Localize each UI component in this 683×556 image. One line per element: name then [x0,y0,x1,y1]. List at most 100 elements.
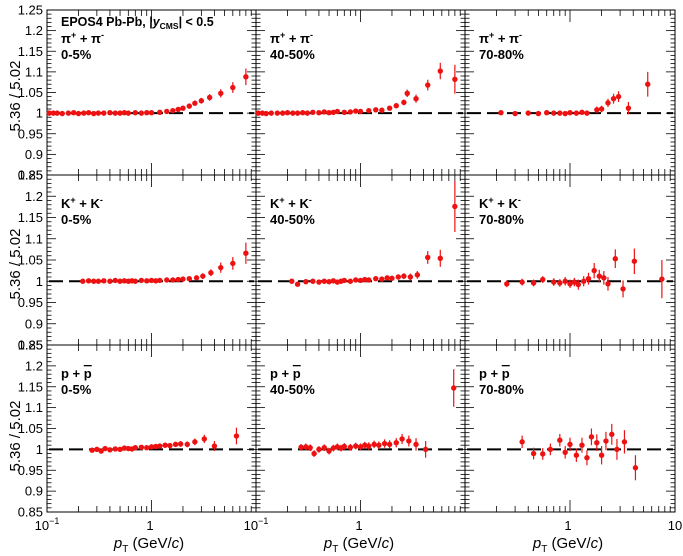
data-point [268,110,274,116]
data-point [138,277,145,284]
data-point [373,276,379,282]
y-tick-label: 0.95 [18,126,43,141]
x-axis-sub: T [122,544,128,555]
data-point [557,110,563,116]
data-point [584,110,590,116]
x-axis-unit: (GeV/ [128,535,172,552]
species-antiparticle: p [84,366,92,381]
species-mid: + K [76,196,101,211]
species-label: π+ + π- [61,30,104,46]
x-axis-sub: T [332,544,338,555]
data-point [614,446,620,453]
data-point [519,279,525,285]
data-point [620,286,626,292]
species-main: K [479,196,489,211]
data-point [148,444,155,450]
data-point [404,90,410,97]
data-point [512,110,518,117]
data-point [535,110,542,117]
data-point [284,110,291,116]
data-point [393,439,399,446]
data-point [59,110,65,117]
data-point [132,445,139,451]
data-point [230,260,236,267]
centrality-label: 40-50% [270,47,315,62]
data-point [310,109,316,116]
data-point [167,442,173,449]
data-point [294,110,301,116]
data-point [304,110,311,116]
y-tick-label: 0.95 [18,295,43,310]
data-point [584,455,590,461]
data-point [452,76,458,83]
centrality-label: 40-50% [270,382,315,397]
x-tick-label: 1 [564,518,571,533]
species-mid: + K [494,196,519,211]
panel-r1-c3: π+ + π-70-80% [464,9,676,176]
header-model: EPOS4 Pb-Pb, | [61,15,153,29]
data-point [353,443,359,449]
data-point [184,441,190,448]
data-point [170,107,176,114]
data-point [406,438,412,444]
x-axis-unit: (GeV/ [338,535,382,552]
centrality-label: 0-5% [61,212,92,227]
data-point [544,110,550,116]
data-point [294,281,301,287]
species-main: K [270,196,280,211]
data-point [117,278,123,284]
data-point [175,106,181,113]
data-point [612,256,618,262]
x-axis-title-col-2: pT (GeV/c) [323,535,394,555]
data-point [347,109,354,115]
data-point [386,105,393,111]
data-point [279,110,286,116]
data-point [50,110,57,116]
data-point [425,254,431,261]
data-point [157,443,163,449]
data-point [562,449,568,455]
data-point [101,110,107,116]
data-point [121,278,128,284]
data-point [65,110,72,116]
data-point [357,277,364,284]
data-point [243,250,249,256]
y-tick-label: 0.9 [25,484,43,499]
x-axis-title-col-3: pT (GeV/c) [532,535,603,555]
data-point [575,281,582,288]
data-point [326,110,332,116]
data-point [153,443,159,450]
data-point [316,279,322,285]
data-point [530,450,537,457]
data-point [112,110,118,116]
centrality-label: 0-5% [61,47,92,62]
data-point [91,278,97,284]
centrality-label: 70-80% [479,47,524,62]
data-point [605,281,611,287]
data-point [573,452,580,458]
data-point [138,444,145,450]
y-tick-label: 1.15 [18,379,43,394]
data-point [186,103,193,109]
data-point [255,110,261,116]
data-point [366,443,372,449]
data-point [95,278,102,284]
data-point [603,438,609,444]
species-main: p + [479,366,502,381]
data-point [407,274,414,280]
data-point [373,107,379,113]
x-axis-unit-var: c [382,535,390,552]
x-tick-base: 10 [668,518,682,533]
data-point [379,107,385,113]
data-point [233,433,240,439]
data-point [180,276,186,282]
data-point [598,106,605,112]
centrality-label: 40-50% [270,212,315,227]
data-point [610,95,617,102]
data-point [177,441,184,447]
header-rapidity-sub: CMS [160,21,179,31]
data-point [157,109,163,116]
data-point [310,278,316,284]
y-tick-label: 0.85 [18,505,43,520]
